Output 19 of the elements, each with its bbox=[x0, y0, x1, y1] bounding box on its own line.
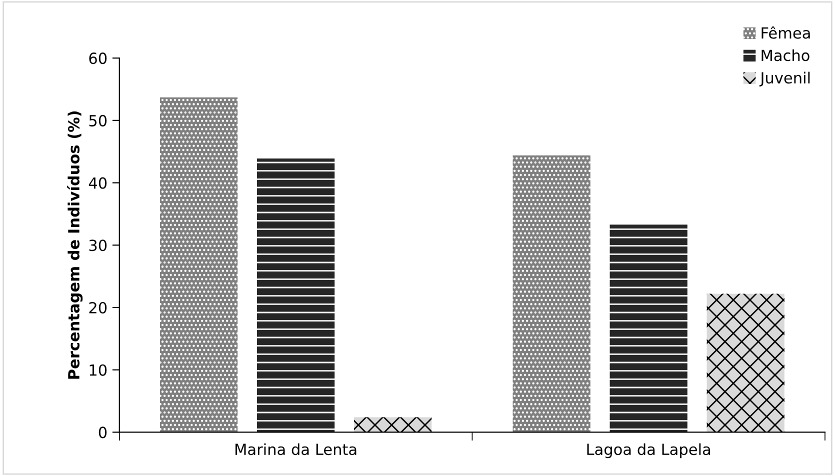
y-tick-label: 0 bbox=[98, 426, 107, 438]
bar bbox=[160, 97, 238, 432]
bar bbox=[354, 417, 432, 432]
y-tick-label: 20 bbox=[89, 302, 107, 314]
legend-label: Juvenil bbox=[759, 72, 810, 86]
y-tick-label: 30 bbox=[89, 240, 107, 252]
x-tick-label: Marina da Lenta bbox=[236, 443, 356, 456]
bar bbox=[256, 158, 335, 432]
bar bbox=[610, 224, 688, 432]
x-tick-label: Lagoa da Lapela bbox=[587, 443, 710, 458]
y-tick-label: 10 bbox=[90, 364, 107, 376]
bar bbox=[512, 155, 590, 432]
y-tick-label: 50 bbox=[89, 114, 107, 126]
y-tick-label: 40 bbox=[88, 177, 107, 189]
y-tick-label: 60 bbox=[89, 52, 107, 64]
bar bbox=[706, 294, 784, 432]
legend-label: Fêmea bbox=[762, 26, 810, 39]
y-axis-title: Percentagem de Indivíduos (%) bbox=[67, 111, 83, 379]
legend-label: Macho bbox=[762, 49, 810, 62]
